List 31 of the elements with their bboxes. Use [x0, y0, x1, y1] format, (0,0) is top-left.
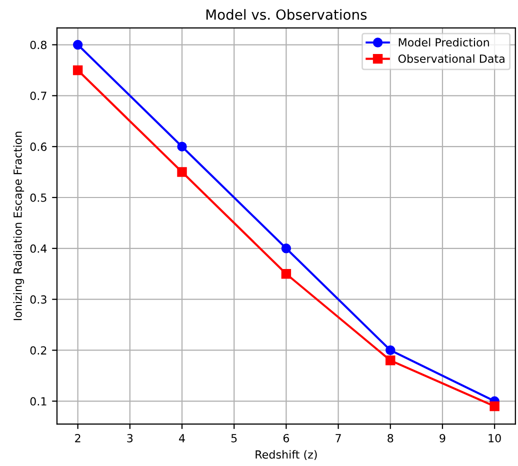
x-tick-label: 6 [283, 434, 290, 442]
point [177, 167, 187, 177]
point [72, 40, 83, 50]
y-tick-label: 0.6 [30, 142, 47, 151]
y-tick-label: 0.3 [30, 295, 46, 304]
point [281, 269, 292, 279]
point [72, 65, 83, 76]
x-tick-label: 8 [388, 434, 394, 442]
x-tick-label: 5 [231, 434, 237, 442]
x-tick-label: 7 [336, 434, 341, 442]
point [177, 142, 187, 152]
legend-label: Model Prediction [398, 38, 489, 47]
y-axis-title: Ionizing Radiation Escape Fraction [13, 132, 24, 320]
x-tick-label: 2 [75, 434, 80, 442]
y-tick-label: 0.5 [30, 193, 46, 202]
x-tick-label: 3 [127, 434, 133, 442]
y-tick-label: 0.8 [30, 40, 46, 50]
y-tick-label: 0.7 [30, 92, 46, 100]
x-tick-label: 4 [179, 434, 185, 442]
point [281, 244, 292, 254]
point [490, 401, 500, 412]
legend-label: Observational Data [398, 54, 504, 63]
point [386, 356, 396, 366]
x-tick-label: 10 [488, 434, 501, 442]
y-tick-label: 0.2 [30, 346, 46, 355]
y-tick-label: 0.4 [30, 244, 47, 253]
x-tick-label: 9 [440, 434, 446, 442]
point [386, 345, 396, 356]
chart-title: Model vs. Observations [206, 9, 367, 20]
y-tick-label: 0.1 [30, 397, 46, 406]
x-axis-title: Redshift (z) [256, 450, 317, 460]
